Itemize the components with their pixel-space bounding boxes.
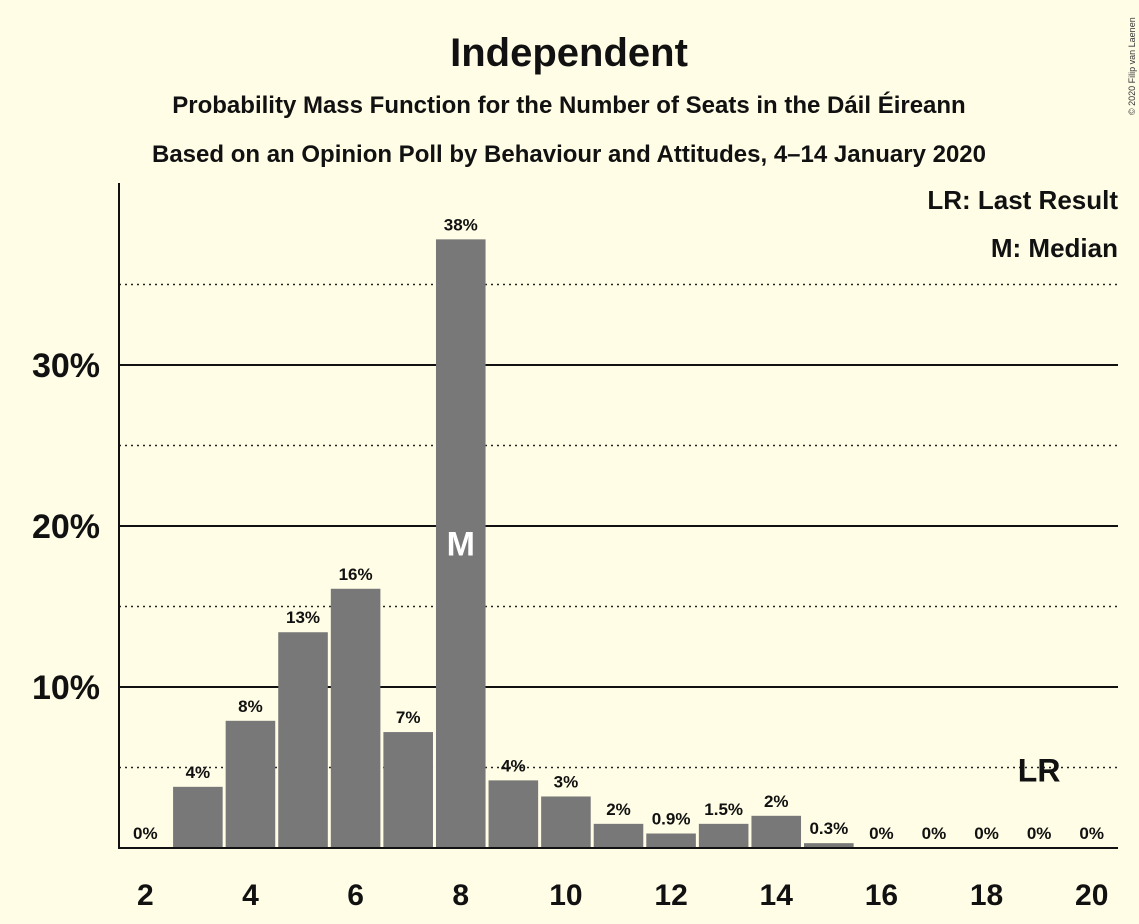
data-label: 0% [1079, 824, 1104, 843]
bar-seat-11 [593, 823, 644, 848]
data-label: 13% [286, 608, 320, 627]
data-label: 0% [869, 824, 894, 843]
bar-seat-13 [698, 823, 749, 848]
last-result-marker: LR [1018, 752, 1061, 788]
gridlines [119, 283, 1118, 769]
data-label: 4% [186, 763, 211, 782]
x-tick-label: 14 [760, 879, 794, 912]
x-tick-label: 6 [347, 879, 364, 912]
data-label: 7% [396, 708, 421, 727]
y-tick-label: 30% [32, 347, 100, 385]
x-tick-label: 4 [242, 879, 259, 912]
x-tick-label: 18 [970, 879, 1003, 912]
data-label: 8% [238, 697, 263, 716]
data-label: 0% [974, 824, 999, 843]
bar-seat-5 [278, 632, 328, 848]
y-tick-label: 10% [32, 669, 100, 707]
data-label: 4% [501, 756, 526, 775]
data-label: 0% [922, 824, 947, 843]
x-tick-label: 12 [654, 879, 687, 912]
median-marker: M [447, 526, 475, 564]
x-tick-label: 16 [865, 879, 898, 912]
data-labels: 0% 4% 8% 13% 16% 7% 38% M 4% 3% 2% 0.9% 1.5% 2% 0.3% 0%… [133, 215, 1104, 843]
bar-seat-8 [435, 239, 486, 848]
bar-seat-6 [330, 588, 381, 848]
x-tick-label: 8 [452, 879, 469, 912]
x-tick-label: 10 [549, 879, 582, 912]
bar-seat-9 [488, 780, 539, 848]
legend-median: M: Median [991, 233, 1118, 263]
bar-seat-10 [541, 796, 591, 848]
data-label: 16% [339, 565, 373, 584]
axes: 10% 20% 30% 2 4 6 8 10 12 14 16 18 20 [32, 183, 1118, 912]
bars [173, 239, 854, 848]
chart-subtitle-2: Based on an Opinion Poll by Behaviour an… [152, 141, 986, 168]
data-label: 0% [1027, 824, 1052, 843]
legend-last-result: LR: Last Result [927, 185, 1118, 215]
bar-seat-12 [646, 833, 696, 848]
data-label: 2% [606, 800, 631, 819]
data-label: 0% [133, 824, 158, 843]
data-label: 1.5% [704, 800, 743, 819]
bar-seat-7 [383, 732, 433, 848]
copyright-notice: © 2020 Filip van Laenen [1127, 17, 1137, 115]
bar-seat-3 [173, 786, 223, 848]
chart-subtitle-1: Probability Mass Function for the Number… [172, 91, 965, 119]
data-label: 0.9% [652, 810, 691, 829]
bar-seat-4 [225, 720, 276, 848]
data-label: 38% [444, 215, 478, 234]
bar-seat-15 [804, 843, 854, 848]
data-label: 0.3% [809, 819, 848, 838]
data-label: 3% [554, 772, 579, 791]
data-label: 2% [764, 792, 789, 811]
y-tick-label: 20% [32, 508, 100, 546]
bar-seat-14 [751, 815, 802, 848]
x-tick-label: 2 [137, 879, 154, 912]
chart-title: Independent [450, 31, 688, 75]
x-tick-label: 20 [1075, 879, 1108, 912]
